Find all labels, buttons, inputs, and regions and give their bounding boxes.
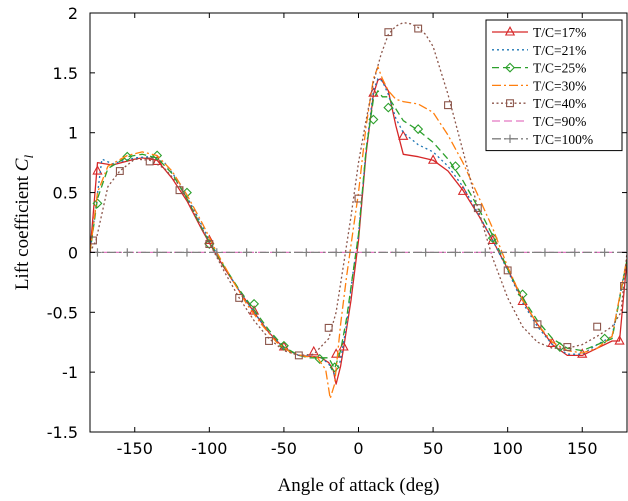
series-marker [331, 248, 341, 257]
series-marker [503, 266, 512, 275]
legend-marker [505, 134, 515, 143]
series-marker [249, 298, 260, 309]
x-tick-label: 50 [423, 439, 443, 458]
series-3 [90, 66, 627, 400]
y-axis-label-main: Lift coefficient [12, 171, 33, 290]
legend-label: T/C=25% [533, 61, 586, 76]
series-marker [398, 130, 409, 140]
series-marker [92, 198, 103, 209]
series-line [90, 21, 627, 357]
y-tick-label: 1 [68, 124, 78, 143]
legend-marker [505, 62, 515, 73]
series-marker [204, 234, 215, 245]
series-marker [235, 293, 244, 302]
y-tick-label: 0.5 [53, 184, 78, 203]
series-marker [182, 248, 192, 257]
series-marker [444, 101, 452, 110]
series-marker [368, 87, 379, 97]
series-marker [620, 281, 627, 290]
series-marker [384, 28, 393, 37]
y-tick-label: 0 [68, 243, 78, 262]
legend-label: T/C=40% [533, 96, 586, 111]
legend-label: T/C=100% [533, 132, 593, 147]
series-marker [540, 248, 550, 257]
series-marker [413, 124, 424, 135]
series-marker [554, 342, 565, 352]
series-marker [427, 154, 439, 164]
series-marker [473, 204, 482, 213]
legend-label: T/C=21% [533, 43, 586, 58]
series-marker [152, 150, 163, 161]
series-marker [90, 236, 97, 245]
x-tick-label: -100 [191, 439, 227, 458]
series-marker [481, 248, 490, 257]
series-marker [547, 337, 558, 347]
x-tick-label: 100 [492, 439, 523, 458]
series-marker [368, 114, 379, 125]
series-marker [570, 248, 579, 257]
series-marker [329, 362, 340, 373]
y-tick-label: 1.5 [53, 64, 78, 83]
series-marker [450, 161, 461, 172]
series-marker [457, 185, 469, 195]
x-axis-label: Angle of attack (deg) [278, 475, 440, 496]
series-marker [599, 333, 610, 344]
legend: T/C=17% T/C=21% T/C=25% T/C=30% T/C=40% T/C=9… [485, 19, 623, 152]
legend-marker [506, 99, 514, 108]
series-marker [308, 345, 319, 356]
x-tick-label: 0 [353, 439, 363, 458]
series-marker [593, 322, 602, 331]
y-axis-label-italic-c: C [12, 158, 33, 171]
series-marker [181, 187, 192, 198]
series-marker [212, 248, 221, 257]
series-marker [278, 340, 289, 351]
legend-label: T/C=30% [533, 78, 586, 93]
series-marker [294, 351, 303, 360]
series-marker [614, 335, 625, 345]
series-marker [205, 240, 214, 248]
series-marker [152, 248, 162, 257]
series-marker [361, 248, 371, 257]
series-marker [600, 248, 609, 257]
series-line [90, 66, 627, 400]
y-tick-label: 2 [68, 4, 78, 23]
series-4 [90, 21, 627, 360]
y-axis-label: Lift coefficient Cl [12, 155, 36, 291]
series-marker [115, 167, 124, 175]
series-marker [265, 337, 273, 345]
x-tick-label: -50 [271, 439, 297, 458]
series-marker [145, 157, 154, 166]
series-marker [414, 24, 423, 33]
series-marker [122, 151, 133, 162]
series-marker [451, 248, 460, 257]
y-tick-label: -1 [62, 363, 78, 382]
series-marker [563, 343, 572, 351]
series-marker [302, 248, 311, 257]
series-marker [272, 248, 281, 257]
series-marker [421, 248, 430, 257]
series-marker [391, 248, 400, 257]
series-6 [90, 248, 627, 257]
legend-marker [504, 26, 516, 36]
series-marker [533, 320, 542, 329]
series-marker [92, 165, 103, 175]
series-marker [324, 323, 333, 332]
series-marker [242, 248, 251, 257]
series-marker [123, 248, 132, 257]
y-tick-label: -0.5 [47, 303, 78, 322]
legend-box [485, 19, 623, 152]
x-tick-label: 150 [567, 439, 598, 458]
legend-label: T/C=17% [533, 25, 586, 40]
y-axis-label-subscript: l [21, 155, 36, 159]
series-marker [354, 194, 363, 203]
series-marker [383, 102, 394, 113]
x-tick-label: -150 [117, 439, 153, 458]
y-tick-label: -1.5 [47, 423, 78, 442]
axis-ticks: -150 -100 -50 0 50 100 150 -1.5 -1 -0.5 0 0.5 1 1.5 2 [47, 4, 627, 458]
series-marker [175, 186, 184, 195]
series-marker [510, 248, 520, 257]
legend-label: T/C=90% [533, 114, 586, 129]
